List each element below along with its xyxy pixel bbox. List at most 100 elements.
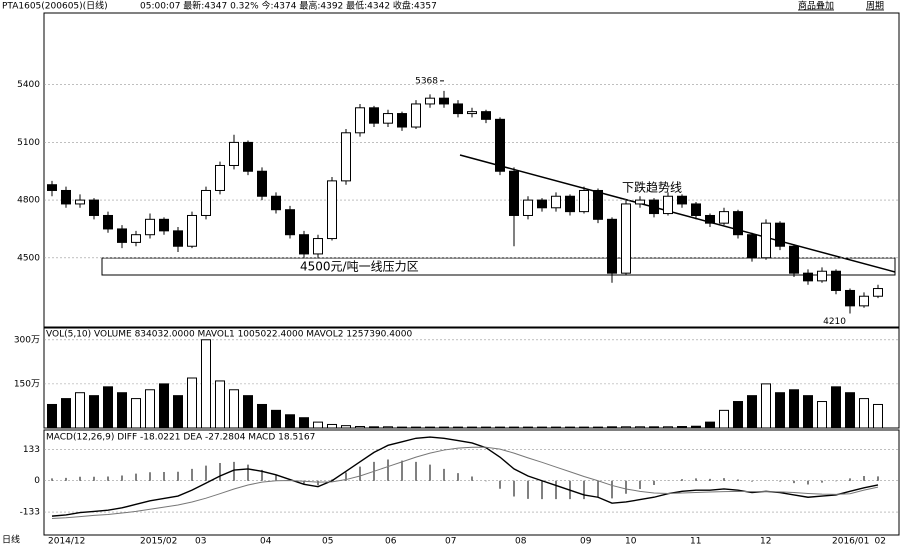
volume-bar — [565, 426, 575, 429]
volume-bar — [831, 386, 841, 429]
volume-bar — [453, 426, 463, 429]
volume-bar — [411, 426, 421, 429]
candle-body — [229, 141, 239, 166]
candle-body — [299, 234, 309, 255]
candle-body — [453, 103, 463, 115]
candle-body — [747, 234, 757, 259]
x-tick-label: 05 — [322, 537, 333, 547]
price-pane — [43, 12, 900, 328]
candle-body — [159, 218, 169, 232]
volume-bar — [467, 426, 477, 429]
y-tick-label: -133 — [20, 508, 40, 518]
candle-body — [355, 107, 365, 134]
period-label: 日线 — [2, 534, 20, 546]
volume-bar — [187, 377, 197, 429]
candle-body — [537, 199, 547, 209]
candle-body — [873, 288, 883, 297]
y-tick-label: 300万 — [14, 335, 40, 345]
y-tick-label: 5100 — [17, 138, 40, 148]
candle-body — [845, 289, 855, 307]
candle-body — [565, 195, 575, 213]
x-tick-label: 11 — [690, 537, 701, 547]
volume-bar — [873, 403, 883, 429]
volume-bar — [61, 398, 71, 429]
volume-bar — [663, 426, 673, 429]
volume-bar — [523, 426, 533, 429]
candle-body — [481, 111, 491, 120]
volume-bar — [747, 395, 757, 429]
candle-body — [397, 113, 407, 128]
x-tick-label: 08 — [515, 537, 527, 547]
candle-body — [243, 141, 253, 172]
x-tick-label: 10 — [625, 537, 637, 547]
candle-body — [831, 270, 841, 291]
candle-body — [509, 170, 519, 216]
x-tick-label: 06 — [385, 537, 397, 547]
x-tick-label: 09 — [580, 537, 592, 547]
volume-bar — [761, 383, 771, 429]
candle-body — [593, 189, 603, 220]
volume-bar — [383, 426, 393, 429]
candle-body — [117, 228, 127, 243]
candle-body — [761, 222, 771, 259]
pressure-zone — [101, 257, 896, 276]
period-button[interactable]: 周期 — [866, 1, 884, 12]
candle-body — [775, 222, 785, 247]
candle-body — [215, 164, 225, 191]
candle-body — [383, 113, 393, 124]
candle-body — [495, 118, 505, 172]
y-tick-label: 5400 — [17, 80, 40, 90]
candle-body — [327, 180, 337, 240]
candle-body — [131, 234, 141, 243]
macd-dif — [51, 436, 879, 517]
candle-body — [523, 199, 533, 216]
low-label: 4210 — [823, 317, 846, 327]
volume-bar — [775, 392, 785, 429]
volume-bar — [103, 386, 113, 429]
overlay-button[interactable]: 商品叠加 — [798, 0, 834, 12]
candle-body — [411, 103, 421, 128]
candle-body — [145, 218, 155, 236]
x-tick-label: 12 — [760, 537, 771, 547]
candle-body — [257, 170, 267, 197]
zone-label: 4500元/吨一线压力区 — [300, 260, 419, 274]
trend-label: 下跌趋势线 — [622, 180, 682, 195]
volume-bar — [341, 425, 351, 429]
candle-body — [47, 184, 57, 191]
volume-bar — [481, 426, 491, 429]
volume-bar — [817, 401, 827, 429]
macd-label: MACD(12,26,9) DIFF -18.0221 DEA -27.2804… — [46, 433, 315, 443]
volume-bar — [719, 409, 729, 429]
volume-bar — [271, 409, 281, 429]
y-tick-label: 0 — [34, 476, 40, 486]
volume-bar — [397, 426, 407, 429]
x-tick-label: 2016/01 — [832, 537, 869, 547]
candle-body — [173, 230, 183, 247]
candle-body — [75, 199, 85, 205]
candle-body — [789, 245, 799, 274]
volume-bar — [551, 426, 561, 429]
candle-body — [285, 209, 295, 236]
volume-bar — [733, 401, 743, 429]
x-tick-label: 04 — [260, 537, 272, 547]
candle-body — [719, 211, 729, 224]
volume-bar — [789, 389, 799, 429]
volume-bar — [691, 425, 701, 429]
x-tick-label: 2015/02 — [140, 537, 177, 547]
volume-bar — [593, 426, 603, 429]
y-tick-label: 133 — [23, 445, 40, 455]
candle-body — [439, 97, 449, 105]
candle-body — [271, 195, 281, 211]
x-tick-label: 03 — [195, 537, 206, 547]
candle-body — [187, 214, 197, 247]
candle-body — [551, 195, 561, 209]
quote: 05:00:07 最新:4347 0.32% 今:4374 最高:4392 最低… — [140, 0, 437, 12]
volume-bar — [117, 392, 127, 429]
volume-bar — [201, 339, 211, 429]
volume-bar — [537, 426, 547, 429]
volume-bar — [607, 426, 617, 429]
volume-bar — [299, 417, 309, 429]
